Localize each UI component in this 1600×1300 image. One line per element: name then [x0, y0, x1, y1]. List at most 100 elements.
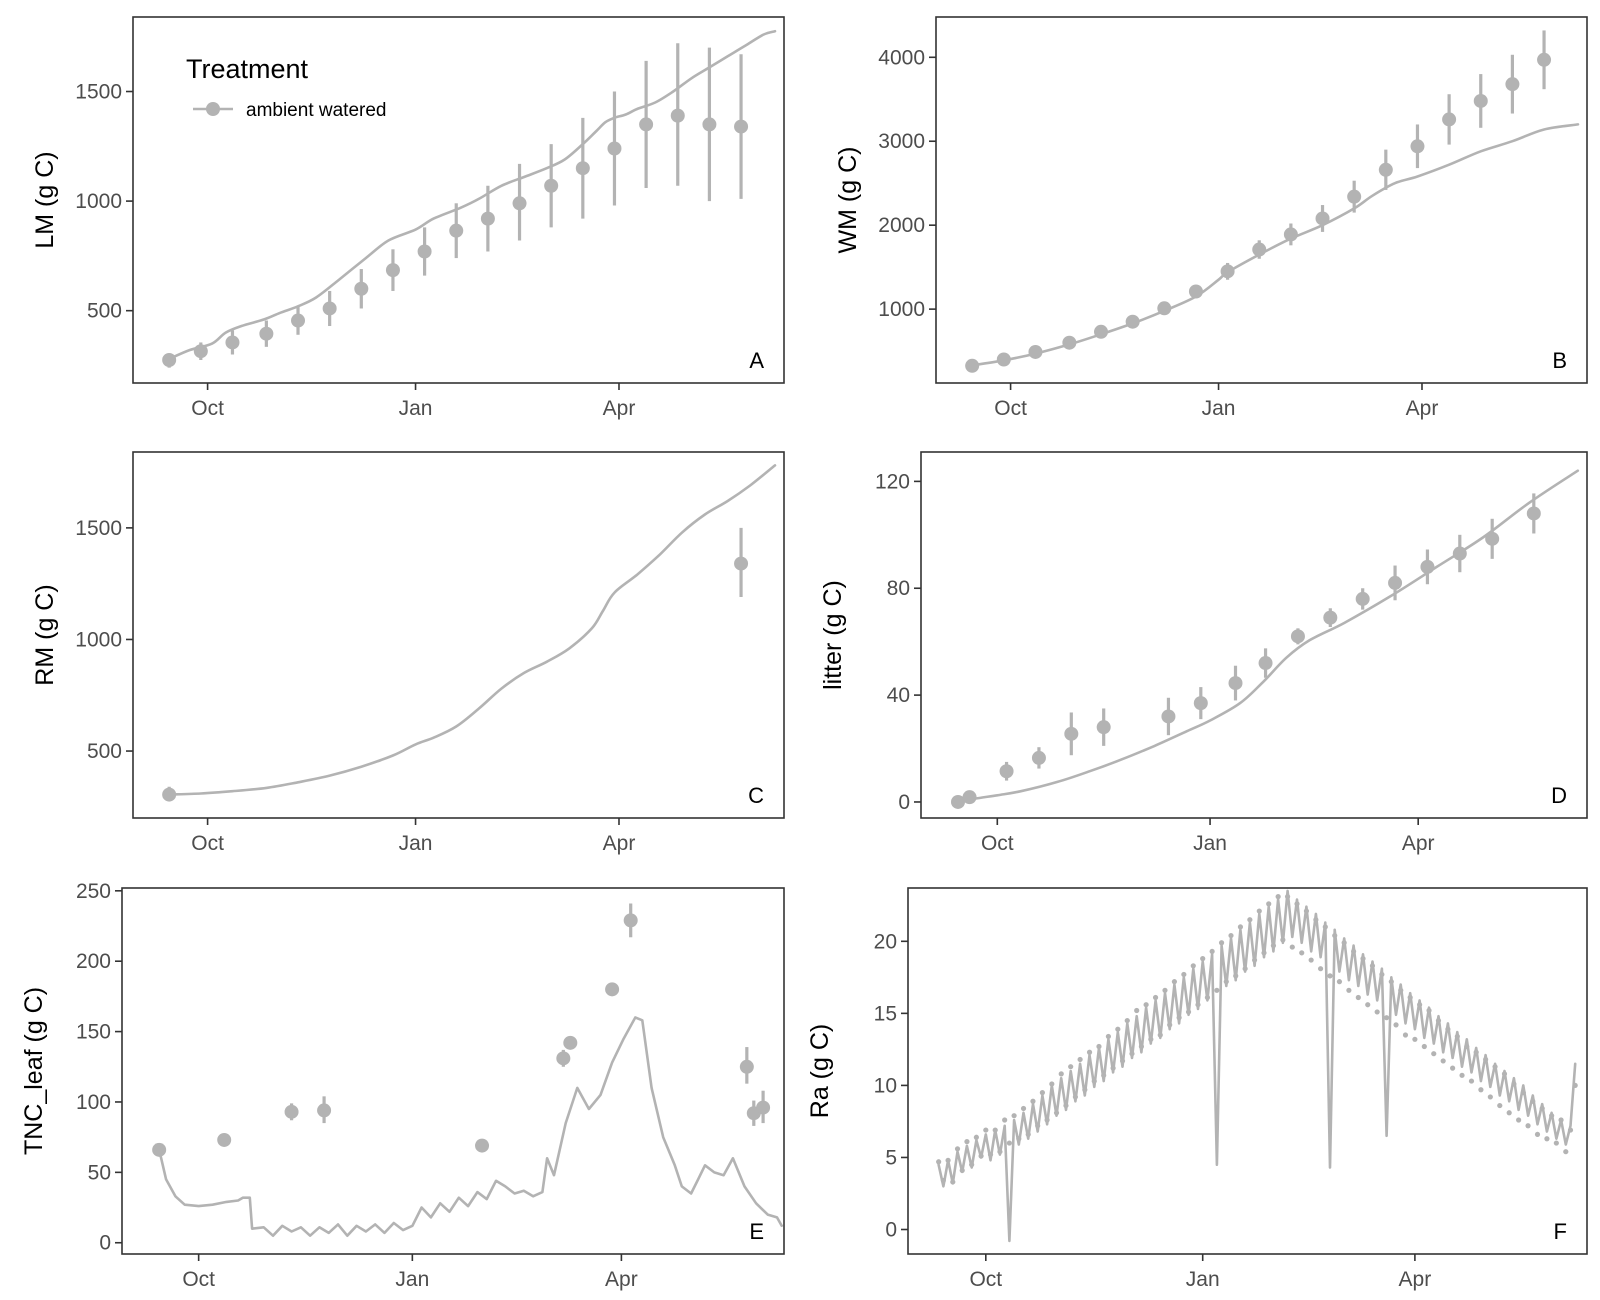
obs-dot [1171, 979, 1178, 985]
obs-dot [1431, 1051, 1437, 1057]
point-marker [996, 352, 1011, 367]
panel-tag: B [1552, 348, 1567, 373]
obs-dot [1294, 901, 1300, 907]
point-marker [152, 1142, 167, 1157]
data-point [951, 794, 965, 809]
data-point [322, 290, 337, 327]
x-tick-label: Apr [605, 1268, 638, 1291]
x-tick-label: Jan [399, 397, 433, 420]
point-marker [1347, 189, 1362, 204]
point-marker [1410, 139, 1425, 154]
y-tick-label: 100 [76, 1091, 111, 1114]
obs-dot [1247, 917, 1253, 923]
data-point [556, 1049, 571, 1067]
y-tick-label: 10 [874, 1074, 897, 1097]
point-marker [1064, 726, 1079, 741]
point-marker [962, 790, 977, 805]
obs-dot [1086, 1049, 1093, 1055]
plot-area [921, 452, 1587, 818]
obs-dot [1063, 1102, 1069, 1109]
data-point [962, 790, 977, 805]
obs-dot [1534, 1131, 1541, 1138]
point-marker [284, 1104, 299, 1119]
x-tick-label: Oct [191, 397, 224, 420]
panel-b: 1000 2000 3000 4000 Oct Jan Apr WM (g C) B [834, 16, 1588, 420]
obs-dot [1237, 924, 1244, 930]
plot-area [936, 17, 1587, 383]
panel-tag: D [1551, 783, 1567, 808]
point-marker [734, 556, 749, 571]
data-point [1062, 335, 1077, 350]
obs-dot [1327, 973, 1333, 979]
panel-frame [132, 16, 785, 384]
panel-f: 0 5 10 15 20 Oct Jan Apr Ra (g C) F [806, 887, 1588, 1291]
obs-dot [1214, 987, 1220, 993]
data-point [1193, 687, 1208, 720]
plot-marks [936, 889, 1578, 1243]
data-point [1125, 314, 1140, 329]
data-point [623, 903, 638, 938]
y-tick-label: 1000 [878, 298, 925, 321]
y-tick-label: 0 [898, 791, 910, 814]
obs-dot [1468, 1078, 1475, 1084]
data-point [1157, 301, 1172, 316]
obs-dot [1346, 987, 1352, 993]
data-point [291, 306, 306, 335]
x-tick-label: Jan [1186, 1268, 1220, 1291]
point-marker [1062, 335, 1077, 350]
obs-dot [1549, 1113, 1555, 1119]
y-tick-label: 20 [874, 930, 897, 953]
point-marker [639, 117, 654, 132]
data-point [317, 1096, 332, 1124]
obs-dot [1393, 1022, 1399, 1028]
plot-area [122, 888, 784, 1254]
panel-d: 0 40 80 120 Oct Jan Apr litter (g C) D [819, 451, 1588, 855]
point-marker [1094, 324, 1109, 339]
obs-dot [1492, 1064, 1498, 1070]
obs-dot [1280, 937, 1286, 943]
point-marker [475, 1138, 490, 1153]
obs-dot [1181, 971, 1187, 978]
obs-dot [1539, 1105, 1545, 1112]
point-marker [1378, 162, 1393, 177]
point-marker [1420, 559, 1435, 574]
obs-dot [1176, 1015, 1182, 1021]
obs-dot [1204, 994, 1211, 1001]
y-tick-label: 250 [76, 880, 111, 903]
obs-dot [950, 1179, 956, 1185]
data-point [1220, 262, 1235, 280]
obs-dot [1143, 1002, 1149, 1008]
obs-dot [1336, 979, 1343, 985]
obs-dot [1228, 932, 1234, 939]
point-marker [1537, 52, 1552, 67]
obs-dot [1558, 1117, 1564, 1123]
obs-dot [1360, 956, 1366, 962]
obs-dot [1398, 987, 1404, 993]
point-marker [756, 1100, 771, 1115]
x-tick-label: Oct [994, 397, 1027, 420]
point-marker [417, 244, 432, 259]
data-point [544, 144, 559, 228]
data-point [1420, 549, 1435, 585]
x-tick-label: Apr [603, 397, 636, 420]
data-point [1028, 344, 1043, 359]
obs-dot [1445, 1026, 1451, 1032]
panel-frame [920, 451, 1588, 819]
y-tick-label: 150 [76, 1021, 111, 1044]
obs-dot [1129, 1051, 1135, 1057]
obs-dot [1185, 1009, 1192, 1015]
obs-dot [973, 1134, 979, 1140]
obs-dot [1020, 1105, 1027, 1112]
data-point [385, 249, 400, 291]
obs-dot [1011, 1113, 1017, 1119]
obs-dot [1058, 1071, 1064, 1077]
point-marker [1125, 314, 1140, 329]
obs-dot [1242, 966, 1248, 972]
point-marker [162, 787, 177, 802]
obs-dot [940, 1177, 946, 1184]
data-point [1355, 588, 1370, 610]
data-point [1228, 665, 1243, 701]
data-point [965, 358, 980, 373]
x-tick-label: Jan [1202, 397, 1236, 420]
obs-dot [1157, 1032, 1163, 1038]
